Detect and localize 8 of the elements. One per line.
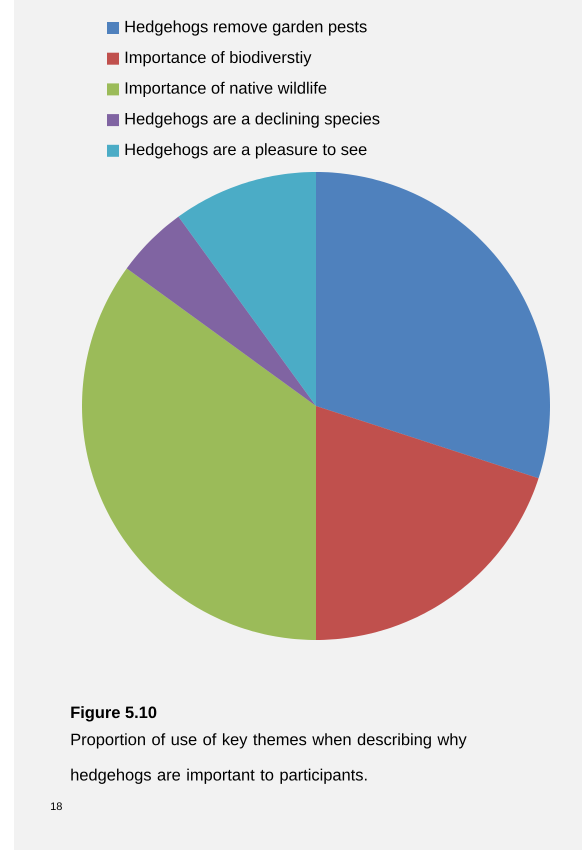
text: Figure 5.10 [71,706,156,722]
legend-label: Hedgehogs remove garden pests [126,20,367,36]
legend-label: Importance of native wildlife [126,82,326,98]
text: 18 [51,802,62,810]
legend-label: Hedgehogs are a pleasure to see [126,143,367,158]
text: Proportion of use of key themes when describing why hedgehogs are important to participants. [71,733,467,784]
legend-label: Importance of biodiverstiy [126,51,312,66]
legend-label: Hedgehogs are a declining species [126,112,380,128]
